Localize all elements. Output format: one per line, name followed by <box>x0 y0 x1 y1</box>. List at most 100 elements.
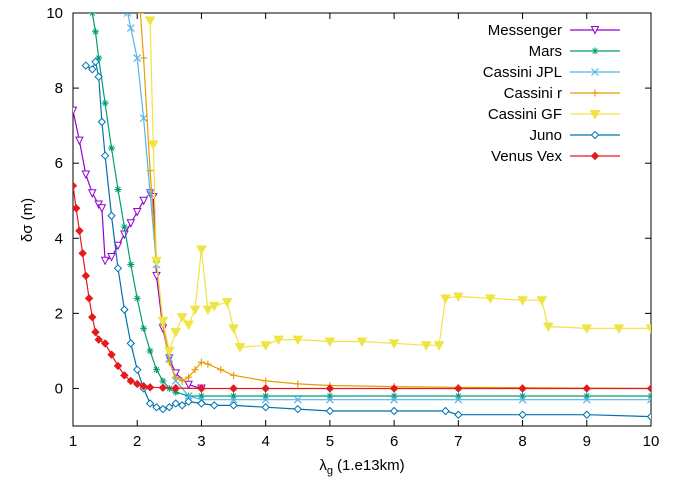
data-point <box>126 24 135 32</box>
data-point <box>217 366 225 374</box>
data-point <box>73 106 78 116</box>
data-point <box>170 328 182 338</box>
data-point <box>324 337 336 348</box>
legend-marker <box>591 47 599 55</box>
x-tick-label: 1 <box>69 433 77 450</box>
legend-label: Juno <box>529 127 562 144</box>
legend-marker <box>590 26 600 35</box>
axis-ticks: 1 2 3 4 5 6 7 8 9 10 0 2 4 6 8 10 <box>46 5 659 450</box>
x-tick-label: 5 <box>326 433 334 450</box>
data-point <box>356 337 368 348</box>
data-point <box>390 392 398 400</box>
y-tick-label: 2 <box>55 305 63 322</box>
data-point <box>325 406 335 416</box>
data-point <box>97 204 107 213</box>
data-point <box>107 350 116 359</box>
data-point <box>100 339 110 348</box>
legend-label: Messenger <box>488 22 562 39</box>
data-point <box>191 366 199 374</box>
data-point <box>581 324 593 334</box>
data-point <box>171 383 180 393</box>
legend-label: Mars <box>529 43 562 60</box>
data-point <box>78 249 87 258</box>
data-point <box>293 404 302 414</box>
data-point <box>145 383 155 392</box>
data-point <box>184 380 193 390</box>
legend: Messenger Mars Cassini JPL Cassini r Cassini… <box>483 22 620 165</box>
data-point <box>262 392 270 400</box>
data-point <box>152 366 160 374</box>
series-line <box>127 13 651 401</box>
legend-label: Cassini r <box>504 85 562 102</box>
data-point <box>646 412 651 421</box>
data-point <box>165 358 173 366</box>
data-point <box>120 223 128 231</box>
data-point <box>440 294 451 304</box>
data-point <box>91 28 99 36</box>
data-point <box>183 320 194 331</box>
y-tick-label: 0 <box>55 380 63 397</box>
data-point <box>172 373 180 381</box>
data-point <box>91 57 100 67</box>
data-point <box>582 410 591 419</box>
data-point <box>389 406 399 416</box>
data-point <box>146 167 154 175</box>
data-point <box>184 392 193 400</box>
data-point <box>171 399 180 408</box>
data-point <box>123 13 132 17</box>
x-axis-label-symbol: λ <box>319 457 327 474</box>
data-point <box>158 404 168 414</box>
plot-frame <box>72 12 652 427</box>
data-point <box>94 72 103 82</box>
data-point <box>229 395 238 404</box>
data-point <box>87 189 97 198</box>
data-point <box>145 399 155 408</box>
data-point <box>100 151 110 160</box>
y-tick-label: 10 <box>46 5 63 22</box>
x-tick-label: 3 <box>197 433 205 450</box>
data-point <box>126 376 136 386</box>
data-point <box>184 397 193 406</box>
x-axis-label-unit: (1.e13km) <box>337 457 405 474</box>
data-point <box>127 261 135 269</box>
data-point <box>517 296 528 306</box>
data-point <box>81 271 91 281</box>
data-point <box>645 324 651 334</box>
data-point <box>197 392 205 400</box>
data-point <box>273 335 284 346</box>
series-line <box>73 110 202 390</box>
data-point <box>75 136 84 146</box>
data-point <box>113 361 123 371</box>
data-point <box>326 392 334 400</box>
legend-label: Venus Vex <box>491 148 562 165</box>
data-point <box>91 327 100 337</box>
y-tick-label: 8 <box>55 80 63 97</box>
data-point <box>196 245 207 256</box>
data-point <box>325 395 334 404</box>
data-point <box>261 395 270 404</box>
data-point <box>133 294 141 302</box>
data-point <box>260 341 272 351</box>
data-point <box>165 354 174 363</box>
data-point <box>228 324 239 334</box>
data-point <box>325 384 335 393</box>
data-point <box>189 305 201 316</box>
data-point <box>536 296 548 306</box>
x-tick-label: 7 <box>454 433 462 450</box>
data-point <box>210 401 219 410</box>
data-point <box>518 410 527 419</box>
data-point <box>518 384 527 393</box>
data-point <box>159 377 167 385</box>
data-point <box>113 241 123 251</box>
series-venus-vex <box>73 181 651 393</box>
data-point <box>613 324 625 334</box>
data-point <box>230 371 238 379</box>
x-tick-label: 4 <box>261 433 269 450</box>
data-point <box>454 392 462 400</box>
data-point <box>120 230 129 240</box>
series-cassini-jpl <box>123 13 651 404</box>
data-point <box>147 140 159 150</box>
data-point <box>647 392 651 400</box>
data-point <box>452 292 464 302</box>
